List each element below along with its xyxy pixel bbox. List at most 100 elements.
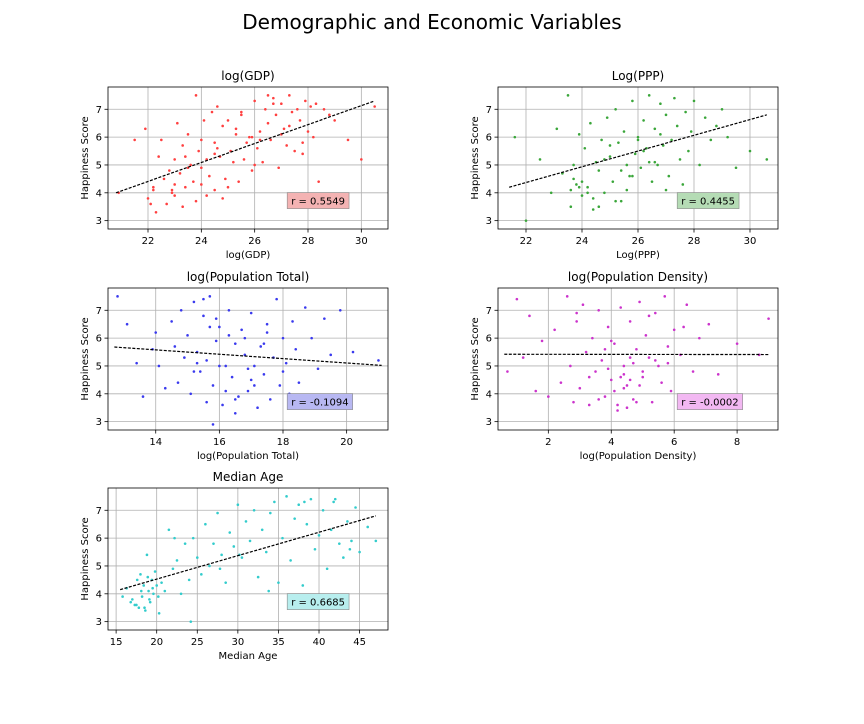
data-point (309, 105, 312, 108)
subplot-title: log(Population Density) (568, 270, 708, 284)
data-point (323, 108, 326, 111)
x-tick-label: 30 (231, 637, 244, 648)
x-tick-label: 15 (110, 637, 123, 648)
data-point (147, 197, 150, 200)
data-point (266, 331, 269, 334)
data-point (215, 317, 218, 320)
x-tick-label: 24 (576, 236, 589, 247)
data-point (632, 362, 635, 365)
data-point (146, 576, 149, 579)
data-point (588, 404, 591, 407)
data-point (257, 576, 260, 579)
data-point (291, 111, 294, 114)
x-tick-label: 30 (744, 236, 757, 247)
data-point (628, 175, 631, 178)
x-tick-label: 24 (195, 236, 208, 247)
data-point (237, 503, 240, 506)
data-point (263, 373, 266, 376)
figure-title: Demographic and Economic Variables (242, 10, 621, 34)
data-point (604, 348, 607, 351)
data-point (620, 200, 623, 203)
data-point (613, 342, 616, 345)
data-point (216, 147, 219, 150)
data-point (566, 295, 569, 298)
subplot-title: log(Population Total) (187, 270, 310, 284)
data-point (648, 315, 651, 318)
data-point (277, 166, 280, 169)
data-point (173, 158, 176, 161)
y-tick-label: 3 (96, 417, 102, 428)
data-point (572, 164, 575, 167)
data-point (189, 620, 192, 623)
x-axis-label: log(Population Total) (197, 451, 299, 462)
data-point (323, 317, 326, 320)
x-axis-label: Median Age (219, 651, 278, 662)
data-point (168, 528, 171, 531)
x-axis-label: log(GDP) (226, 250, 271, 261)
data-point (560, 381, 563, 384)
y-tick-label: 4 (96, 188, 102, 199)
data-point (373, 105, 376, 108)
data-point (634, 153, 637, 156)
data-point (192, 537, 195, 540)
data-point (240, 328, 243, 331)
x-tick-label: 20 (150, 637, 163, 648)
data-point (176, 122, 179, 125)
data-point (259, 345, 262, 348)
data-point (224, 390, 227, 393)
data-point (251, 136, 254, 139)
data-point (193, 301, 196, 304)
y-tick-label: 6 (96, 133, 102, 144)
data-point (659, 102, 662, 105)
data-point (155, 584, 158, 587)
data-point (142, 395, 145, 398)
data-point (208, 565, 211, 568)
data-point (187, 133, 190, 136)
x-tick-label: 25 (191, 637, 204, 648)
data-point (209, 326, 212, 329)
data-point (155, 211, 158, 214)
x-tick-label: 28 (302, 236, 315, 247)
data-point (269, 512, 272, 515)
y-tick-label: 7 (96, 105, 102, 116)
data-point (298, 381, 301, 384)
data-point (200, 573, 203, 576)
data-point (200, 139, 203, 142)
data-point (539, 158, 542, 161)
data-point (212, 384, 215, 387)
data-point (221, 125, 224, 128)
data-point (205, 359, 208, 362)
data-point (626, 189, 629, 192)
y-tick-label: 3 (486, 216, 492, 227)
data-point (623, 373, 626, 376)
data-point (163, 178, 166, 181)
data-point (637, 136, 640, 139)
data-point (598, 205, 601, 208)
data-point (303, 501, 306, 504)
data-point (196, 556, 199, 559)
data-point (179, 172, 182, 175)
data-point (642, 119, 645, 122)
data-point (707, 323, 710, 326)
data-point (273, 501, 276, 504)
data-point (256, 147, 259, 150)
data-point (141, 595, 144, 598)
data-point (352, 351, 355, 354)
data-point (218, 365, 221, 368)
data-point (253, 100, 256, 103)
y-tick-label: 7 (486, 105, 492, 116)
data-point (377, 359, 380, 362)
x-tick-label: 30 (355, 236, 368, 247)
data-point (679, 158, 682, 161)
data-point (326, 567, 329, 570)
data-point (616, 409, 619, 412)
data-point (682, 326, 685, 329)
data-point (200, 183, 203, 186)
data-point (766, 158, 769, 161)
y-axis-label: Happiness Score (470, 116, 481, 199)
data-point (322, 509, 325, 512)
x-tick-label: 22 (142, 236, 155, 247)
data-point (280, 102, 283, 105)
